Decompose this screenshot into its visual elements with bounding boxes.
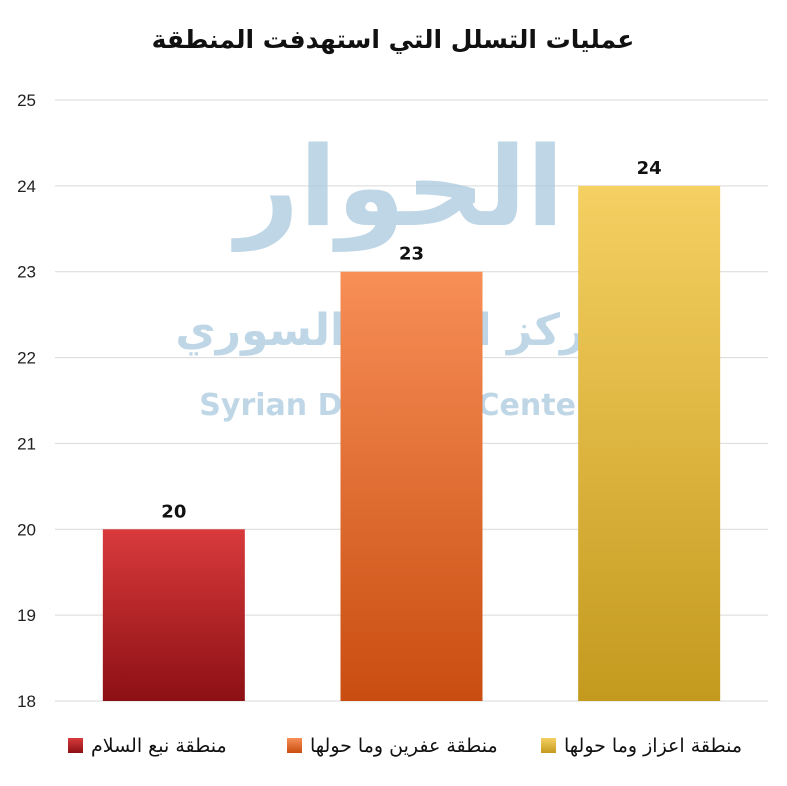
watermark-logo: الحوار: [231, 123, 564, 252]
data-labels: 20 23 24: [161, 158, 661, 522]
y-tick-label: 20: [17, 520, 36, 539]
legend-label: منطقة نبع السلام: [91, 735, 227, 757]
y-tick-label: 21: [17, 434, 36, 453]
data-label: 24: [637, 158, 662, 179]
y-axis-ticks: 18 19 20 21 22 23 24 25: [17, 91, 36, 711]
legend-label: منطقة اعزاز وما حولها: [564, 735, 742, 757]
bar: [340, 271, 483, 701]
y-tick-label: 24: [17, 177, 36, 196]
y-tick-label: 23: [17, 263, 36, 282]
bar: [102, 529, 245, 701]
y-tick-label: 19: [17, 606, 36, 625]
y-tick-label: 18: [17, 692, 36, 711]
y-tick-label: 22: [17, 349, 36, 368]
legend-label: منطقة عفرين وما حولها: [310, 735, 498, 757]
bar: [578, 185, 721, 701]
data-label: 20: [161, 501, 186, 522]
bars: [102, 185, 721, 701]
legend: منطقة نبع السلام منطقة عفرين وما حولها منط…: [68, 735, 742, 757]
y-tick-label: 25: [17, 91, 36, 110]
chart-title: عمليات التسلل التي استهدفت المنطقة: [152, 25, 635, 55]
legend-swatch: [68, 738, 83, 753]
legend-swatch: [541, 738, 556, 753]
legend-swatch: [287, 738, 302, 753]
data-label: 23: [399, 244, 424, 265]
